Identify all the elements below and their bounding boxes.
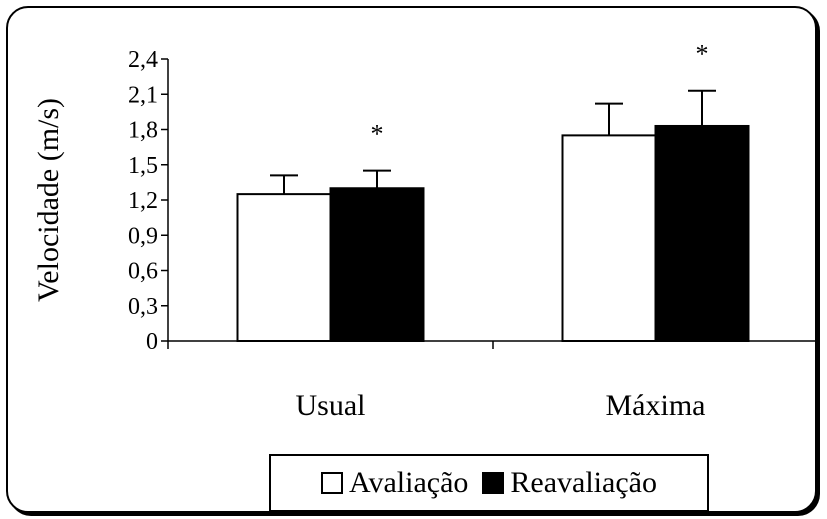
- legend-label-avaliacao: Avaliação: [349, 466, 469, 499]
- legend-label-reavaliacao: Reavaliação: [510, 466, 657, 499]
- legend: Avaliação Reavaliação: [269, 454, 709, 512]
- y-tick-label: 1,5: [128, 153, 158, 179]
- legend-item-avaliacao: Avaliação: [321, 466, 468, 500]
- legend-item-reavaliacao: Reavaliação: [482, 466, 657, 500]
- legend-swatch-reavaliacao: [482, 472, 505, 494]
- significance-marker: *: [696, 40, 709, 69]
- y-tick-label: 0,3: [128, 294, 158, 320]
- category-label: Usual: [296, 389, 366, 422]
- y-tick-label: 0,6: [128, 259, 158, 285]
- y-tick-label: 0,9: [128, 223, 158, 249]
- category-label: Máxima: [606, 389, 706, 422]
- y-axis-title: Velocidade (m/s): [32, 98, 65, 302]
- bar-reavaliacao: [329, 187, 425, 342]
- legend-swatch-avaliacao: [321, 472, 344, 494]
- significance-marker: *: [371, 120, 384, 149]
- y-tick-label: 0: [146, 329, 158, 355]
- y-tick-label: 2,4: [128, 47, 158, 73]
- bar-avaliacao: [236, 193, 332, 342]
- bar-reavaliacao: [654, 124, 750, 342]
- y-tick-label: 1,2: [128, 188, 158, 214]
- bar-avaliacao: [561, 134, 657, 342]
- y-tick-label: 2,1: [128, 82, 158, 108]
- y-tick-label: 1,8: [128, 118, 158, 144]
